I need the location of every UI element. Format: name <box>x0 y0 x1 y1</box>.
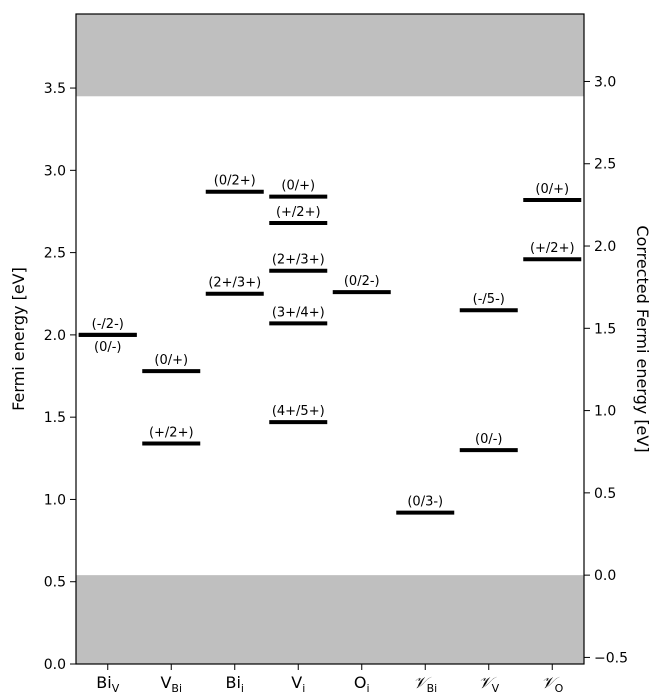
category-subscript: i <box>302 682 305 694</box>
left-tick-label: 1.0 <box>44 492 66 508</box>
level-label: (0/2+) <box>214 174 256 189</box>
right-tick-label: 1.5 <box>594 321 616 337</box>
left-tick-label: 3.5 <box>44 81 66 97</box>
category-label: 𝒱O <box>541 673 563 694</box>
right-tick-label: 1.0 <box>594 404 616 420</box>
right-tick-label: 0.0 <box>594 568 616 584</box>
level-label: (0/-) <box>475 432 503 447</box>
level-label: (+/2+) <box>530 241 575 256</box>
right-y-axis: −0.5 0.0 0.5 1.0 1.5 2.0 2.5 3.0 <box>584 74 628 666</box>
level-label: (0/+) <box>154 353 188 368</box>
plot-frame <box>75 13 585 665</box>
category-label: Bii <box>226 673 244 694</box>
defect-levels: (-/2-) (0/-) (0/+) (+/2+) (0/2+) (2+/3+) (0/+)… <box>78 174 582 515</box>
level-label: (0/+) <box>535 182 569 197</box>
level-label: (4+/5+) <box>272 404 325 419</box>
level-label: (3+/4+) <box>272 305 325 320</box>
level-label: (0/+) <box>281 179 315 194</box>
shaded-band-0 <box>76 575 584 664</box>
level-label: (0/-) <box>94 340 122 355</box>
level-label: (+/2+) <box>276 205 321 220</box>
left-tick-label: 0.0 <box>44 657 66 673</box>
level-label: (-/5-) <box>473 292 505 307</box>
category-base: Bi <box>226 673 241 692</box>
left-tick-label: 2.0 <box>44 328 66 344</box>
level-label: (2+/3+) <box>272 253 325 268</box>
category-label: 𝒱V <box>478 673 499 694</box>
left-y-axis: 0.0 0.5 1.0 1.5 2.0 2.5 3.0 3.5 <box>44 81 76 673</box>
category-subscript: O <box>555 682 564 694</box>
left-tick-label: 1.5 <box>44 410 66 426</box>
level-label: (2+/3+) <box>208 276 261 291</box>
category-subscript: V <box>112 682 120 694</box>
y-axis-label-right: Corrected Fermi energy [eV] <box>633 225 652 452</box>
band-gap-shading <box>76 14 584 664</box>
x-axis: BiV VBi Bii Vi Oi 𝒱Bi 𝒱V 𝒱O <box>96 664 564 694</box>
level-label: (+/2+) <box>149 425 194 440</box>
category-base: V <box>291 673 302 692</box>
category-subscript: Bi <box>171 682 182 694</box>
category-base: V <box>160 673 171 692</box>
category-subscript: i <box>241 682 244 694</box>
category-base: Bi <box>96 673 111 692</box>
category-label: 𝒱Bi <box>413 673 437 694</box>
category-label: VBi <box>160 673 182 694</box>
level-label: (0/2-) <box>344 274 380 289</box>
category-subscript: Bi <box>427 682 438 694</box>
left-tick-label: 0.5 <box>44 575 66 591</box>
level-label: (-/2-) <box>92 317 124 332</box>
category-subscript: i <box>367 682 370 694</box>
category-label: BiV <box>96 673 119 694</box>
category-label: Vi <box>291 673 305 694</box>
shaded-band-1 <box>76 14 584 97</box>
left-tick-label: 2.5 <box>44 246 66 262</box>
category-subscript: V <box>492 682 500 694</box>
right-tick-label: 2.5 <box>594 157 616 173</box>
right-tick-label: −0.5 <box>594 650 628 666</box>
category-base: O <box>354 673 367 692</box>
level-label: (0/3-) <box>407 495 443 510</box>
right-tick-label: 3.0 <box>594 74 616 90</box>
right-tick-label: 2.0 <box>594 239 616 255</box>
category-label: Oi <box>354 673 370 694</box>
left-tick-label: 3.0 <box>44 163 66 179</box>
y-axis-label-left: Fermi energy [eV] <box>9 267 28 411</box>
right-tick-label: 0.5 <box>594 486 616 502</box>
